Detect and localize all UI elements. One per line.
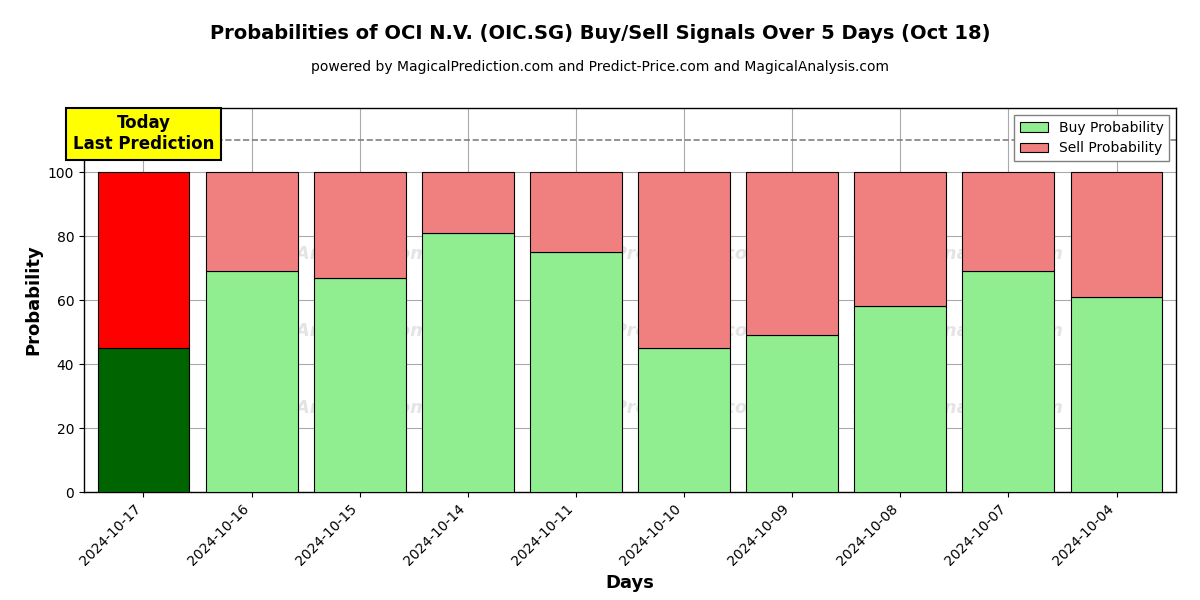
Bar	[530, 172, 622, 252]
Bar	[962, 172, 1055, 271]
Text: MagicalAnalysis.com: MagicalAnalysis.com	[218, 322, 430, 340]
Bar	[205, 271, 298, 492]
Legend: Buy Probability, Sell Probability: Buy Probability, Sell Probability	[1014, 115, 1169, 161]
Bar	[638, 172, 730, 348]
Text: MagicalPrediction.com: MagicalPrediction.com	[536, 398, 767, 416]
Y-axis label: Probability: Probability	[24, 245, 42, 355]
Bar	[1070, 297, 1163, 492]
Text: MagicalAnalysis.com: MagicalAnalysis.com	[218, 245, 430, 263]
Bar	[313, 278, 406, 492]
Bar	[97, 172, 190, 348]
Bar	[313, 172, 406, 278]
Bar	[854, 307, 947, 492]
Bar	[638, 348, 730, 492]
Text: MagicalPrediction.com: MagicalPrediction.com	[536, 245, 767, 263]
X-axis label: Days: Days	[606, 574, 654, 592]
Text: MagicalAnalysis.com: MagicalAnalysis.com	[218, 398, 430, 416]
Bar	[962, 271, 1055, 492]
Text: powered by MagicalPrediction.com and Predict-Price.com and MagicalAnalysis.com: powered by MagicalPrediction.com and Pre…	[311, 60, 889, 74]
Bar	[530, 252, 622, 492]
Text: Probabilities of OCI N.V. (OIC.SG) Buy/Sell Signals Over 5 Days (Oct 18): Probabilities of OCI N.V. (OIC.SG) Buy/S…	[210, 24, 990, 43]
Bar	[205, 172, 298, 271]
Text: Today
Last Prediction: Today Last Prediction	[73, 114, 214, 153]
Bar	[422, 172, 514, 233]
Bar	[746, 172, 838, 335]
Text: MagicalAnalysis.com: MagicalAnalysis.com	[852, 322, 1063, 340]
Bar	[422, 233, 514, 492]
Bar	[746, 335, 838, 492]
Text: MagicalAnalysis.com: MagicalAnalysis.com	[852, 245, 1063, 263]
Text: MagicalAnalysis.com: MagicalAnalysis.com	[852, 398, 1063, 416]
Bar	[1070, 172, 1163, 297]
Text: MagicalPrediction.com: MagicalPrediction.com	[536, 322, 767, 340]
Bar	[97, 348, 190, 492]
Bar	[854, 172, 947, 307]
